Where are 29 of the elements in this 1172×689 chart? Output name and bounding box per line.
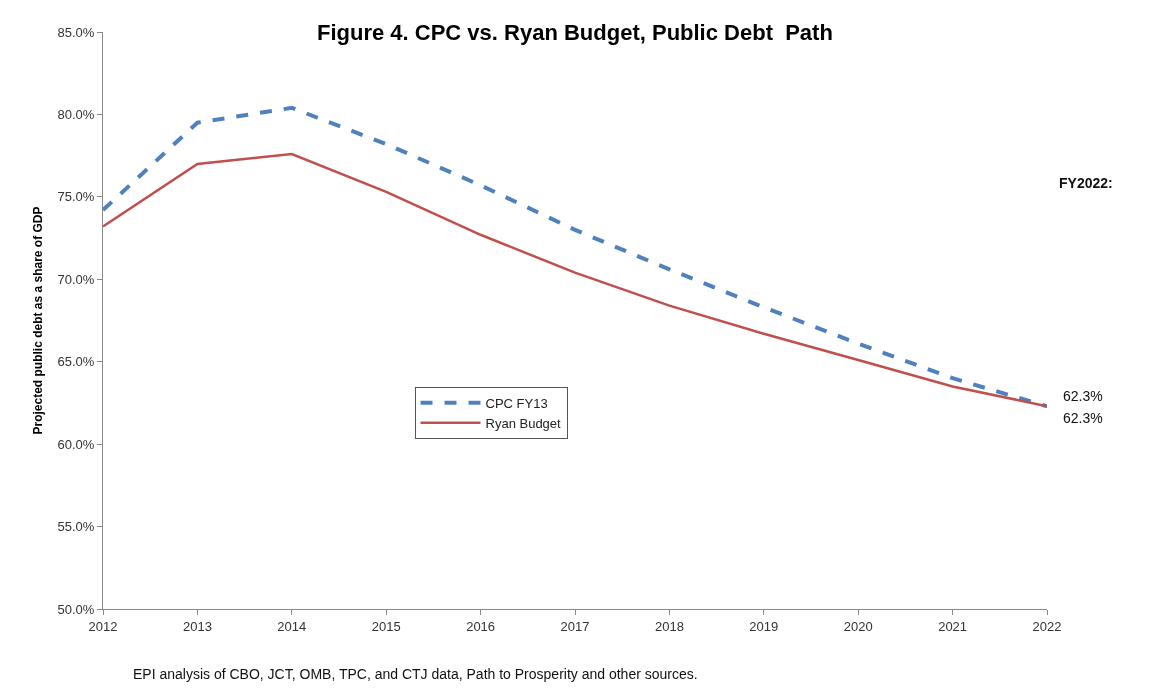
y-tick-label: 80.0% [57,106,95,122]
y-tick-label: 70.0% [57,271,95,287]
legend-label: Ryan Budget [485,415,562,431]
y-tick-label: 60.0% [57,436,95,452]
y-tick-label: 85.0% [57,24,95,40]
x-tick-label: 2014 [277,618,307,634]
x-tick-label: 2022 [1032,618,1062,634]
chart-title: Figure 4. CPC vs. Ryan Budget, Public Debt Path [317,20,833,45]
annotation: 62.3% [1063,388,1103,404]
x-tick-label: 2020 [843,618,873,634]
x-tick-label: 2016 [466,618,496,634]
legend-label: CPC FY13 [485,395,548,411]
text: FY2022: [1059,175,1113,191]
x-tick-label: 2015 [371,618,401,634]
y-tick-label: 50.0% [57,601,95,617]
y-tick-label: 65.0% [57,354,95,370]
x-tick-label: 2013 [182,618,212,634]
line-series [103,152,1047,408]
x-tick-label: 2021 [938,618,968,634]
x-tick-label: 2017 [560,618,590,634]
line-series [103,105,1047,409]
y-tick-label: 55.0% [57,519,95,535]
text: EPI analysis of CBO, JCT, OMB, TPC, and CTJ data, Path to Prosperity and other sources. [133,666,698,682]
y-tick-label: 75.0% [57,189,95,205]
y-axis-title: Projected public debt as a share of GDP [30,206,45,435]
x-tick-label: 2018 [654,618,684,634]
x-tick-label: 2019 [749,618,779,634]
x-tick-label: 2012 [88,618,118,634]
annotation: 62.3% [1063,410,1103,426]
